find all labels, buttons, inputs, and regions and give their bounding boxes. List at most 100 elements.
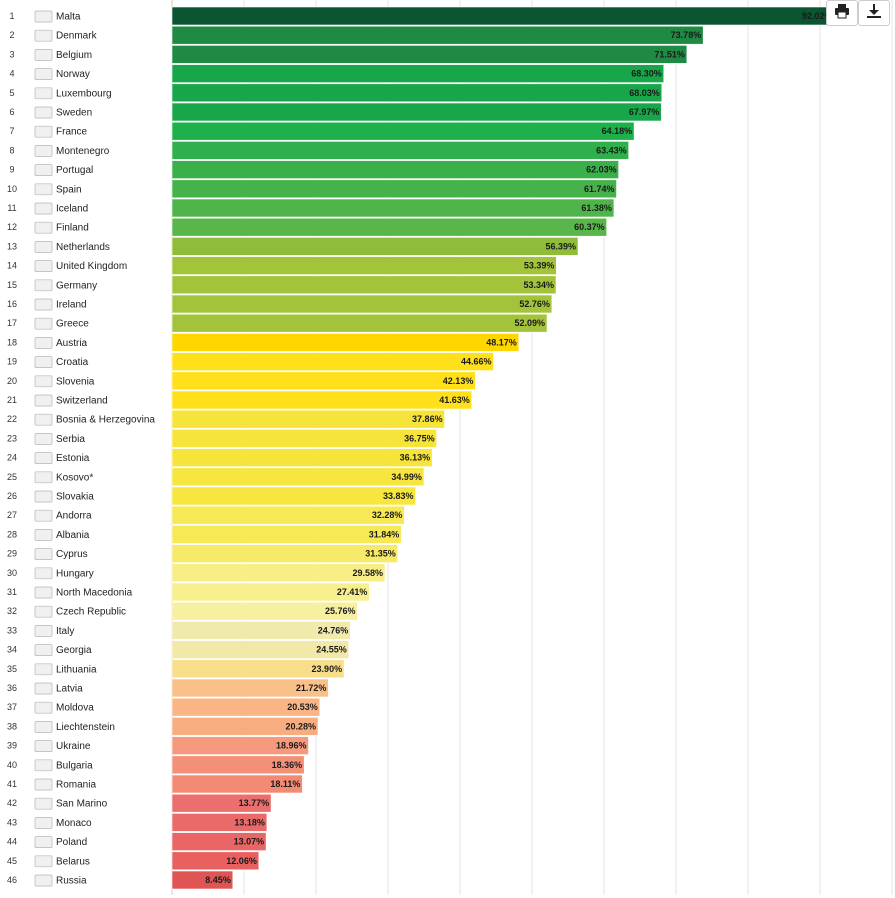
bar xyxy=(171,6,835,26)
value-label: 27.41% xyxy=(337,587,368,597)
bar xyxy=(171,486,416,506)
bar xyxy=(171,563,386,583)
rank-label: 6 xyxy=(9,107,14,117)
value-label: 31.35% xyxy=(365,549,396,559)
rank-label: 9 xyxy=(9,165,14,175)
flag-icon xyxy=(34,279,53,292)
bar xyxy=(171,582,370,602)
country-label: Austria xyxy=(56,338,88,349)
country-label: Andorra xyxy=(56,511,92,522)
value-label: 32.28% xyxy=(372,510,403,520)
bar xyxy=(171,774,303,794)
rank-label: 26 xyxy=(7,491,17,501)
bar xyxy=(171,640,350,659)
bar xyxy=(171,621,351,640)
flag-icon xyxy=(34,317,53,330)
flag-icon xyxy=(34,164,53,176)
flag-icon xyxy=(34,452,53,464)
flag-icon xyxy=(34,874,53,887)
rank-label: 5 xyxy=(9,88,14,98)
country-label: Albania xyxy=(56,530,90,541)
value-label: 12.06% xyxy=(226,856,257,866)
country-label: Moldova xyxy=(56,703,94,714)
bar xyxy=(171,429,437,448)
bar xyxy=(171,409,445,429)
rank-label: 35 xyxy=(7,664,17,674)
country-label: United Kingdom xyxy=(56,261,127,272)
rank-label: 40 xyxy=(7,760,17,770)
value-label: 24.76% xyxy=(318,625,349,635)
bar xyxy=(171,601,358,621)
country-label: Monaco xyxy=(56,818,92,829)
bar xyxy=(171,525,402,544)
country-label: Italy xyxy=(56,626,74,637)
bar xyxy=(171,467,425,487)
download-button[interactable] xyxy=(858,0,890,26)
value-label: 61.74% xyxy=(584,184,615,194)
flag-icon xyxy=(34,836,53,848)
country-label: Croatia xyxy=(56,357,89,368)
country-label: Liechtenstein xyxy=(56,722,115,733)
bar xyxy=(171,160,619,179)
flag-icon xyxy=(34,221,53,234)
rank-label: 15 xyxy=(7,280,17,290)
flag-icon xyxy=(34,663,53,676)
flag-icon xyxy=(34,797,53,810)
country-label: Belarus xyxy=(56,856,90,867)
country-label: Ireland xyxy=(56,300,87,311)
country-label: Hungary xyxy=(56,568,94,579)
bar xyxy=(171,237,579,256)
flag-icon xyxy=(34,29,53,42)
bar xyxy=(171,141,629,160)
flag-icon xyxy=(34,49,53,61)
value-label: 18.11% xyxy=(270,779,300,789)
rank-label: 44 xyxy=(7,837,17,847)
rank-label: 32 xyxy=(7,606,17,616)
flag-icon xyxy=(34,721,53,733)
rank-label: 42 xyxy=(7,798,17,808)
country-label: Bulgaria xyxy=(56,760,93,771)
rank-label: 36 xyxy=(7,683,17,693)
country-label: Bosnia & Herzegovina xyxy=(56,415,155,426)
print-button[interactable] xyxy=(826,0,858,26)
bar xyxy=(171,83,663,103)
value-label: 48.17% xyxy=(486,337,517,347)
flag-icon xyxy=(34,337,53,349)
flag-icon xyxy=(34,586,53,599)
rank-label: 28 xyxy=(7,529,17,539)
country-label: San Marino xyxy=(56,799,108,810)
flag-icon xyxy=(34,413,53,426)
value-label: 56.39% xyxy=(545,241,576,251)
rank-label: 12 xyxy=(7,222,17,232)
value-label: 20.28% xyxy=(285,721,316,731)
country-label: Serbia xyxy=(56,434,85,445)
flag-icon xyxy=(34,394,53,407)
country-label: Iceland xyxy=(56,204,88,215)
flag-icon xyxy=(34,241,53,253)
flag-icon xyxy=(34,125,53,138)
value-label: 20.53% xyxy=(287,702,318,712)
rank-label: 14 xyxy=(7,261,17,271)
flag-icon xyxy=(34,625,53,637)
bar xyxy=(171,121,635,141)
value-label: 36.75% xyxy=(404,433,435,443)
country-label: Luxembourg xyxy=(56,88,112,99)
bar xyxy=(171,352,494,371)
rank-label: 19 xyxy=(7,357,17,367)
country-label: Kosovo* xyxy=(56,472,93,483)
value-label: 34.99% xyxy=(391,472,422,482)
rank-label: 7 xyxy=(9,126,14,136)
bar xyxy=(171,717,319,736)
rank-label: 22 xyxy=(7,414,17,424)
rank-label: 37 xyxy=(7,702,17,712)
flag-icon xyxy=(34,68,53,80)
flag-icon xyxy=(34,433,53,445)
bar xyxy=(171,371,476,391)
value-label: 44.66% xyxy=(461,357,492,367)
bar xyxy=(171,102,662,122)
flag-icon xyxy=(34,817,53,829)
country-label: North Macedonia xyxy=(56,588,133,599)
value-label: 52.09% xyxy=(515,318,546,328)
bar xyxy=(171,697,321,717)
